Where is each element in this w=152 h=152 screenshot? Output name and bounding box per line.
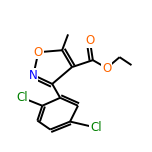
Text: O: O bbox=[34, 46, 43, 59]
Text: O: O bbox=[102, 62, 111, 75]
Text: O: O bbox=[85, 34, 95, 47]
Text: Cl: Cl bbox=[17, 91, 28, 104]
Text: N: N bbox=[29, 69, 38, 81]
Text: Cl: Cl bbox=[90, 121, 102, 134]
